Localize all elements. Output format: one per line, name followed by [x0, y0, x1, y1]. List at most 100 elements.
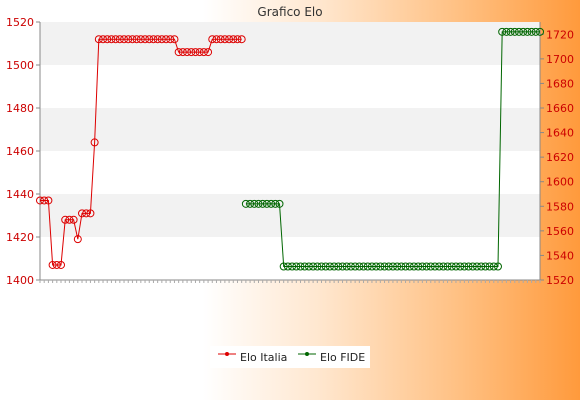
data-point: [149, 35, 158, 44]
legend-marker-italia: [218, 348, 236, 361]
data-point: [502, 27, 511, 36]
data-point: [388, 262, 397, 271]
data-point: [380, 262, 389, 271]
data-point: [414, 262, 423, 271]
data-point: [330, 262, 339, 271]
data-point: [132, 35, 141, 44]
data-point: [94, 35, 103, 44]
data-point: [397, 262, 406, 271]
data-point: [519, 27, 528, 36]
legend-marker-fide: [298, 348, 316, 361]
data-point: [460, 262, 469, 271]
data-point: [363, 262, 372, 271]
data-point: [40, 196, 49, 205]
data-point: [384, 262, 393, 271]
data-point: [124, 35, 133, 44]
data-point: [233, 35, 242, 44]
data-point: [250, 199, 259, 208]
series-line: [245, 31, 540, 267]
data-point: [178, 48, 187, 57]
data-point: [174, 48, 183, 57]
data-point: [372, 262, 381, 271]
data-point: [451, 262, 460, 271]
data-point: [304, 262, 313, 271]
left-tick-label: 1460: [6, 145, 34, 158]
data-point: [279, 262, 288, 271]
data-point: [296, 262, 305, 271]
data-point: [229, 35, 238, 44]
data-point: [481, 262, 490, 271]
data-point: [107, 35, 116, 44]
right-tick-label: 1540: [546, 249, 574, 262]
left-tick-label: 1400: [6, 274, 34, 287]
right-tick-label: 1700: [546, 53, 574, 66]
data-point: [103, 35, 112, 44]
data-point: [292, 262, 301, 271]
data-point: [246, 199, 255, 208]
data-point: [317, 262, 326, 271]
data-point: [199, 48, 208, 57]
data-point: [254, 199, 263, 208]
data-point: [514, 27, 523, 36]
data-point: [367, 262, 376, 271]
data-point: [439, 262, 448, 271]
plot-band: [40, 194, 540, 237]
data-point: [187, 48, 196, 57]
data-point: [61, 215, 70, 224]
data-point: [86, 209, 95, 218]
data-point: [237, 35, 246, 44]
plot-band: [40, 108, 540, 151]
data-point: [153, 35, 162, 44]
data-point: [208, 35, 217, 44]
data-point: [241, 199, 250, 208]
right-tick-label: 1520: [546, 274, 574, 287]
left-tick-label: 1500: [6, 59, 34, 72]
data-point: [472, 262, 481, 271]
data-point: [359, 262, 368, 271]
data-point: [162, 35, 171, 44]
plot-band: [40, 237, 540, 280]
data-point: [145, 35, 154, 44]
data-point: [351, 262, 360, 271]
legend-item-fide: Elo FIDE: [298, 351, 365, 364]
data-point: [443, 262, 452, 271]
data-point: [342, 262, 351, 271]
legend-item-italia: Elo Italia: [218, 351, 287, 364]
data-point: [48, 260, 57, 269]
data-point: [523, 27, 532, 36]
data-point: [338, 262, 347, 271]
data-point: [422, 262, 431, 271]
data-point: [489, 262, 498, 271]
data-point: [485, 262, 494, 271]
data-point: [405, 262, 414, 271]
data-point: [36, 196, 44, 205]
left-tick-label: 1440: [6, 188, 34, 201]
data-point: [216, 35, 225, 44]
data-point: [141, 35, 150, 44]
data-point: [435, 262, 444, 271]
right-tick-label: 1600: [546, 176, 574, 189]
data-point: [136, 35, 145, 44]
left-tick-label: 1480: [6, 102, 34, 115]
legend-label-fide: Elo FIDE: [320, 351, 366, 364]
right-tick-label: 1720: [546, 28, 574, 41]
data-point: [170, 35, 179, 44]
data-point: [456, 262, 465, 271]
data-point: [271, 199, 280, 208]
left-tick-label: 1420: [6, 231, 34, 244]
data-point: [275, 199, 284, 208]
data-point: [283, 262, 292, 271]
series-line: [40, 38, 242, 266]
data-point: [498, 27, 507, 36]
data-point: [447, 262, 456, 271]
data-point: [220, 35, 229, 44]
plot-band: [40, 65, 540, 108]
data-point: [468, 262, 477, 271]
data-point: [531, 27, 540, 36]
data-point: [78, 209, 87, 218]
chart-title: Grafico Elo: [257, 5, 323, 19]
data-point: [334, 262, 343, 271]
left-tick-label: 1520: [6, 16, 34, 29]
